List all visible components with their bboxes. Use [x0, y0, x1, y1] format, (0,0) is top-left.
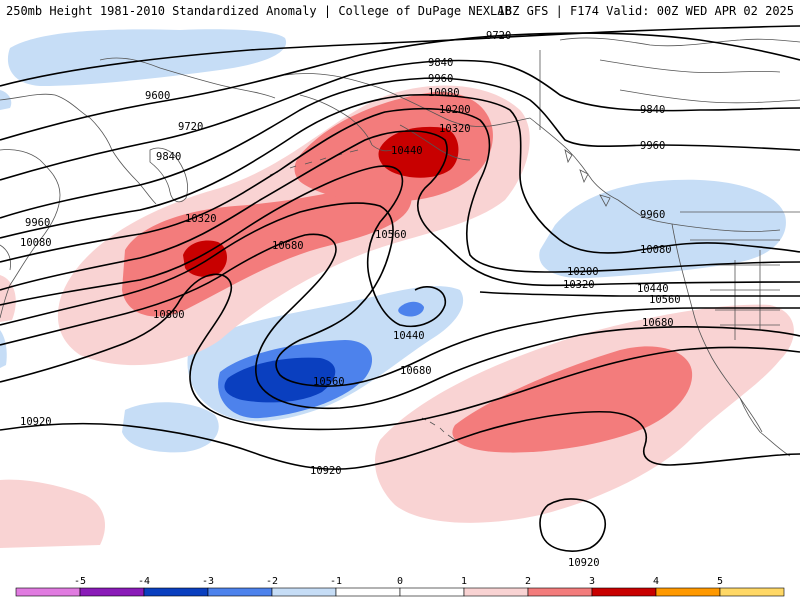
- colorbar-swatch: [207, 587, 273, 597]
- coast-bc-islands: [564, 149, 611, 207]
- contour-label: 10560: [375, 229, 407, 241]
- contour-9840: [0, 59, 800, 181]
- contour-label: 10800: [153, 309, 185, 321]
- contour-label: 10920: [20, 416, 52, 428]
- contour-label: 10920: [310, 465, 342, 477]
- anomaly-neg1-left-strip: [0, 330, 7, 368]
- contour-label: 10200: [567, 266, 599, 278]
- contour-label: 10680: [272, 240, 304, 252]
- contour-label: 9960: [25, 217, 50, 229]
- colorbar-ticks: -5 -4 -3 -2 -1 0 1 2 3 4 5: [74, 576, 723, 587]
- anomaly-pos2-southeast: [452, 346, 693, 453]
- colorbar-tick-label: 2: [525, 576, 531, 587]
- contour-label: 10320: [185, 213, 217, 225]
- anomaly-neg1-hawaii: [122, 402, 219, 453]
- contour-label: 10920: [568, 557, 600, 569]
- coast-kamchatka: [149, 147, 188, 203]
- contour-label: 9960: [640, 140, 665, 152]
- contour-label: 10320: [563, 279, 595, 291]
- state-borders: [690, 239, 780, 340]
- colorbar-swatch: [591, 587, 657, 597]
- contour-label: 10680: [400, 365, 432, 377]
- contour-label: 10440: [393, 330, 425, 342]
- contour-label: 9720: [178, 121, 203, 133]
- colorbar-tick-label: 0: [397, 576, 403, 587]
- anomaly-pos1-southwest: [0, 479, 105, 548]
- contour-label: 10440: [637, 283, 669, 295]
- contour-10680: [0, 233, 800, 410]
- contour-label: 9840: [428, 57, 453, 69]
- colorbar-tick-label: 5: [717, 576, 723, 587]
- map-title: 250mb Height 1981-2010 Standardized Anom…: [6, 4, 512, 18]
- anomaly-neg3-central: [224, 357, 336, 403]
- contour-10800: [0, 273, 800, 431]
- contour-label: 9960: [428, 73, 453, 85]
- colorbar-tick-label: -2: [266, 576, 278, 587]
- height-contours: [0, 25, 800, 552]
- contour-label: 10080: [640, 244, 672, 256]
- contour-label: 10200: [439, 104, 471, 116]
- colorbar-tick-label: 4: [653, 576, 659, 587]
- contour-10200: [0, 107, 800, 273]
- colorbar-swatch: [527, 587, 593, 597]
- colorbar-tick-label: -1: [330, 576, 342, 587]
- colorbar-swatch: [655, 587, 721, 597]
- contour-10440: [0, 165, 800, 327]
- anomaly-neg1-left-top: [0, 90, 12, 110]
- contour-label: 10560: [649, 294, 681, 306]
- colorbar-swatches: [15, 587, 785, 597]
- contour-label: 9840: [640, 104, 665, 116]
- colorbar-swatch: [15, 587, 81, 597]
- anomaly-neg2-small: [398, 301, 424, 317]
- contour-label: 9720: [486, 30, 511, 42]
- colorbar-tick-label: -3: [202, 576, 214, 587]
- coast-arctic: [559, 37, 800, 104]
- coast-canada-west: [529, 117, 781, 232]
- coast-asia: [0, 57, 276, 319]
- colorbar-swatch: [143, 587, 209, 597]
- colorbar-tick-label: 3: [589, 576, 595, 587]
- anomaly-neg1-northeast: [539, 179, 786, 279]
- contour-10080: [0, 94, 800, 254]
- contour-label: 10080: [20, 237, 52, 249]
- contour-9960: [0, 77, 800, 219]
- contour-label: 9600: [145, 90, 170, 102]
- colorbar-tick-label: -4: [138, 576, 150, 587]
- contour-label: 10560: [313, 376, 345, 388]
- contour-label: 9840: [156, 151, 181, 163]
- colorbar-swatch: [79, 587, 145, 597]
- contour-label: 10440: [391, 145, 423, 157]
- colorbar-tick-label: -5: [74, 576, 86, 587]
- anomaly-map: 9720 9840 9960 10080 10200 10320 10440 9…: [0, 22, 800, 570]
- contour-10920: [0, 410, 800, 470]
- contour-label: 10320: [439, 123, 471, 135]
- anomaly-neg1-pacific-north: [7, 29, 287, 86]
- header-bar: 250mb Height 1981-2010 Standardized Anom…: [0, 0, 800, 22]
- anomaly-pos3-alaska: [378, 126, 459, 178]
- contour-labels: 9720 9840 9960 10080 10200 10320 10440 9…: [20, 30, 681, 569]
- border-canada-us: [539, 50, 800, 213]
- contour-label: 10680: [642, 317, 674, 329]
- anomaly-colorbar: -5 -4 -3 -2 -1 0 1 2 3 4 5: [15, 576, 785, 597]
- contour-10320: [0, 130, 800, 291]
- contour-label: 9960: [640, 209, 665, 221]
- colorbar-swatch: [335, 587, 401, 597]
- colorbar-swatch: [719, 587, 785, 597]
- contour-10560: [0, 202, 800, 387]
- colorbar-swatch: [399, 587, 465, 597]
- contour-9720: [0, 32, 800, 141]
- colorbar-tick-label: 1: [461, 576, 467, 587]
- colorbar-swatch: [271, 587, 337, 597]
- coast-baja: [739, 397, 791, 457]
- coast-alaska: [284, 73, 531, 161]
- contour-10920-south: [539, 498, 606, 552]
- model-run-info: 18Z GFS | F174 Valid: 00Z WED APR 02 202…: [497, 4, 794, 18]
- contour-label: 10080: [428, 87, 460, 99]
- colorbar-swatch: [463, 587, 529, 597]
